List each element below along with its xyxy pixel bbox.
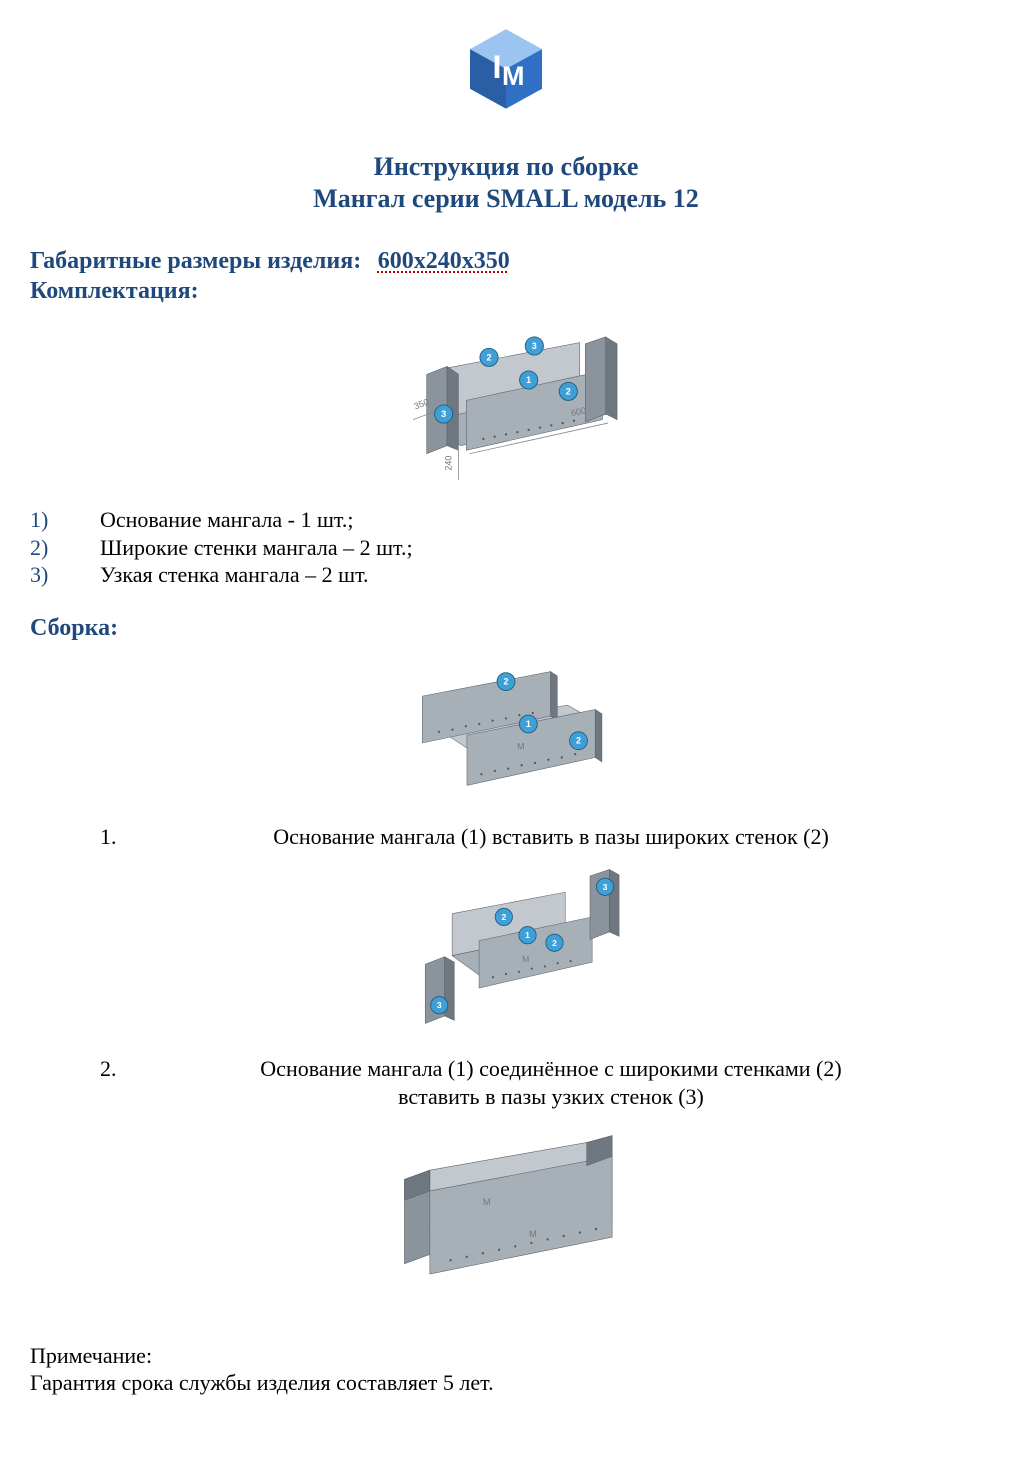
list-item: 1) Основание мангала - 1 шт.; bbox=[30, 506, 982, 534]
callout-3a: 3 bbox=[596, 878, 613, 895]
callout-1: 1 bbox=[520, 370, 538, 388]
step-2-text-a: Основание мангала (1) соединённое с широ… bbox=[260, 1056, 841, 1081]
svg-text:3: 3 bbox=[437, 1000, 442, 1010]
document-title: Инструкция по сборке Мангал серии SMALL … bbox=[30, 151, 982, 216]
note-block: Примечание: Гарантия срока службы издели… bbox=[30, 1342, 982, 1397]
callout-3b: 3 bbox=[431, 996, 448, 1013]
dimensions-label: Габаритные размеры изделия: bbox=[30, 248, 361, 274]
dim-240: 240 bbox=[444, 455, 454, 470]
svg-text:3: 3 bbox=[441, 409, 446, 419]
callout-1: 1 bbox=[519, 715, 537, 733]
svg-text:2: 2 bbox=[486, 352, 491, 362]
step-2-num: 2. bbox=[30, 1055, 120, 1110]
callout-2a: 2 bbox=[497, 672, 515, 690]
callout-2b: 2 bbox=[546, 934, 563, 951]
svg-text:I: I bbox=[493, 49, 502, 85]
callout-2b: 2 bbox=[559, 382, 577, 400]
step-1-num: 1. bbox=[30, 823, 120, 851]
svg-text:M: M bbox=[483, 1197, 491, 1207]
svg-text:M: M bbox=[522, 954, 529, 964]
part-num-1: 1) bbox=[30, 506, 100, 534]
part-text-3: Узкая стенка мангала – 2 шт. bbox=[100, 561, 369, 589]
note-text: Гарантия срока службы изделия составляет… bbox=[30, 1369, 982, 1397]
dimensions-row: Габаритные размеры изделия: 600х240х350 bbox=[30, 246, 982, 276]
parts-label: Комплектация: bbox=[30, 276, 982, 306]
svg-text:3: 3 bbox=[532, 341, 537, 351]
parts-list: 1) Основание мангала - 1 шт.; 2) Широкие… bbox=[30, 506, 982, 589]
part-text-1: Основание мангала - 1 шт.; bbox=[100, 506, 353, 534]
step-2-text: Основание мангала (1) соединённое с широ… bbox=[120, 1055, 982, 1110]
svg-text:2: 2 bbox=[501, 911, 506, 921]
overview-diagram: 600 350 240 1 2 2 3 3 bbox=[30, 312, 982, 489]
step-1-row: 1. Основание мангала (1) вставить в пазы… bbox=[30, 823, 982, 851]
list-item: 3) Узкая стенка мангала – 2 шт. bbox=[30, 561, 982, 589]
svg-text:2: 2 bbox=[576, 735, 581, 745]
logo-container: I M bbox=[30, 24, 982, 121]
callout-2a: 2 bbox=[495, 908, 512, 925]
svg-text:2: 2 bbox=[566, 386, 571, 396]
part-num-3: 3) bbox=[30, 561, 100, 589]
step2-diagram: 1 2 2 3 3 M bbox=[30, 861, 982, 1038]
svg-text:2: 2 bbox=[504, 676, 509, 686]
part-text-2: Широкие стенки мангала – 2 шт.; bbox=[100, 534, 413, 562]
svg-text:1: 1 bbox=[526, 719, 531, 729]
svg-text:2: 2 bbox=[552, 937, 557, 947]
step-1-text: Основание мангала (1) вставить в пазы ши… bbox=[120, 823, 982, 851]
step-2-text-b: вставить в пазы узких стенок (3) bbox=[398, 1084, 704, 1109]
dimensions-value: 600х240х350 bbox=[378, 248, 510, 274]
svg-text:3: 3 bbox=[603, 881, 608, 891]
svg-text:1: 1 bbox=[526, 375, 531, 385]
svg-text:1: 1 bbox=[525, 930, 530, 940]
list-item: 2) Широкие стенки мангала – 2 шт.; bbox=[30, 534, 982, 562]
callout-3b: 3 bbox=[435, 404, 453, 422]
title-line-2: Мангал серии SMALL модель 12 bbox=[30, 183, 982, 216]
brand-logo-icon: I M bbox=[461, 24, 551, 114]
callout-3a: 3 bbox=[525, 336, 543, 354]
final-diagram: M M bbox=[30, 1120, 982, 1292]
callout-1: 1 bbox=[519, 926, 536, 943]
callout-2b: 2 bbox=[570, 731, 588, 749]
assembly-label: Сборка: bbox=[30, 613, 982, 643]
part-num-2: 2) bbox=[30, 534, 100, 562]
step1-diagram: 1 2 2 M bbox=[30, 649, 982, 806]
svg-text:M: M bbox=[517, 741, 524, 751]
callout-2a: 2 bbox=[480, 348, 498, 366]
title-line-1: Инструкция по сборке bbox=[30, 151, 982, 184]
svg-text:M: M bbox=[529, 1229, 537, 1239]
step-2-row: 2. Основание мангала (1) соединённое с ш… bbox=[30, 1055, 982, 1110]
svg-text:M: M bbox=[502, 61, 525, 91]
note-label: Примечание: bbox=[30, 1342, 982, 1370]
